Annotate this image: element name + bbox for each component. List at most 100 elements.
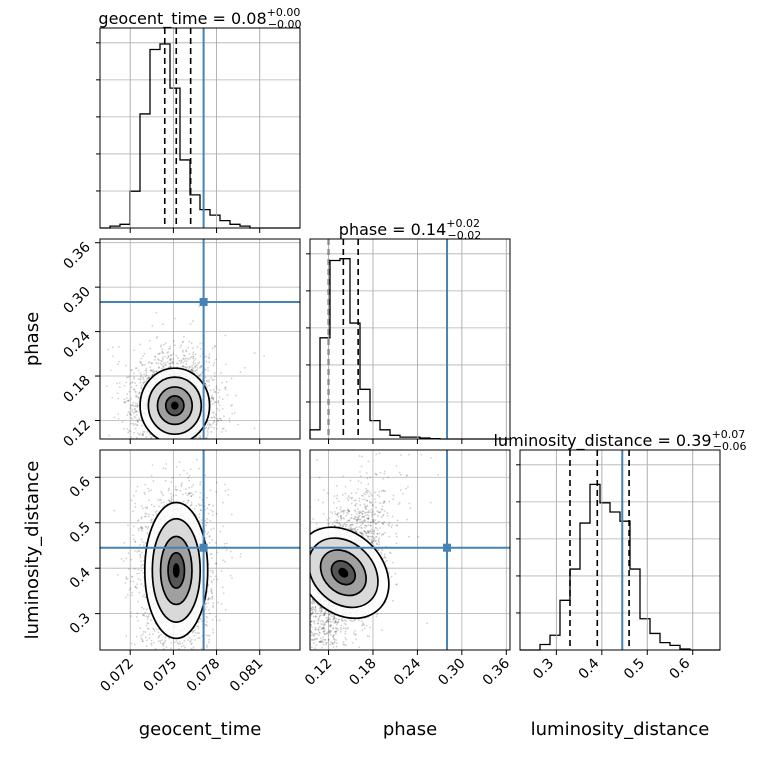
scatter-point: [104, 442, 106, 444]
scatter-point: [212, 398, 215, 401]
scatter-point: [140, 634, 142, 637]
scatter-point: [220, 419, 223, 422]
scatter-point: [171, 454, 173, 456]
contour-line: [147, 376, 203, 436]
scatter-point: [243, 366, 246, 369]
scatter-point: [182, 493, 184, 496]
diag-panel-phase: [306, 238, 511, 444]
scatter-point: [108, 434, 111, 437]
scatter-point: [165, 484, 167, 486]
scatter-point: [176, 678, 178, 680]
scatter-point: [200, 444, 202, 446]
scatter-point: [161, 351, 164, 354]
scatter-point: [171, 360, 174, 363]
scatter-point: [148, 361, 151, 363]
scatter-point: [182, 358, 185, 360]
scatter-point: [164, 636, 167, 639]
scatter-point: [187, 499, 190, 502]
scatter-point: [152, 514, 155, 516]
scatter-point: [162, 647, 165, 650]
scatter-point: [140, 384, 143, 387]
scatter-point: [168, 499, 171, 502]
scatter-point: [128, 390, 131, 393]
scatter-point: [167, 445, 169, 447]
scatter-point: [164, 364, 167, 367]
scatter-point: [147, 361, 150, 364]
scatter-point: [188, 656, 190, 658]
scatter-point: [212, 422, 215, 425]
scatter-point: [140, 530, 143, 532]
scatter-point: [192, 347, 194, 350]
scatter-point: [219, 417, 222, 420]
scatter-point: [122, 560, 125, 563]
scatter-point: [149, 366, 151, 369]
scatter-point: [158, 353, 161, 355]
scatter-point: [169, 365, 171, 368]
scatter-point: [180, 485, 183, 488]
scatter-point: [140, 637, 143, 640]
scatter-point: [155, 444, 157, 446]
scatter-point: [158, 635, 160, 638]
scatter-point: [185, 367, 188, 370]
scatter-point: [135, 436, 138, 439]
scatter-point: [208, 381, 210, 383]
scatter-point: [211, 347, 214, 350]
scatter-point: [225, 549, 228, 551]
scatter-point: [204, 602, 207, 605]
scatter-point: [184, 467, 186, 469]
scatter-point: [155, 370, 158, 373]
scatter-point: [205, 355, 208, 358]
scatter-point: [190, 457, 192, 459]
panel-frame: [519, 449, 721, 651]
scatter-point: [153, 372, 156, 375]
scatter-point: [147, 526, 150, 529]
scatter-point: [193, 654, 195, 656]
scatter-point: [131, 381, 133, 384]
scatter-point: [123, 385, 126, 387]
scatter-point: [139, 553, 142, 556]
scatter-point: [188, 448, 190, 450]
scatter-point: [144, 512, 147, 515]
scatter-point: [167, 455, 169, 457]
scatter-point: [190, 638, 193, 641]
scatter-point: [161, 356, 164, 359]
scatter-point: [205, 623, 208, 626]
scatter-point: [186, 675, 188, 677]
scatter-point: [151, 370, 154, 373]
scatter-point: [194, 447, 196, 449]
scatter-point: [140, 606, 143, 609]
scatter-point: [140, 538, 143, 541]
scatter-point: [135, 490, 137, 493]
scatter-point: [210, 396, 213, 399]
scatter-point: [176, 480, 178, 482]
scatter-point: [140, 525, 142, 528]
scatter-point: [224, 386, 227, 389]
scatter-point: [165, 646, 168, 649]
scatter-point: [159, 440, 161, 442]
scatter-point: [136, 661, 138, 663]
scatter-point: [239, 371, 242, 374]
scatter-point: [210, 509, 213, 512]
scatter-point: [210, 431, 213, 433]
scatter-point: [179, 473, 181, 476]
scatter-point: [188, 486, 190, 489]
scatter-point: [150, 436, 152, 439]
scatter-point: [163, 685, 165, 687]
scatter-point: [174, 443, 176, 445]
scatter-point: [185, 350, 188, 353]
scatter-point: [140, 386, 143, 389]
scatter-point: [154, 511, 157, 513]
scatter-point: [131, 410, 133, 413]
scatter-point: [212, 527, 215, 530]
scatter-point: [194, 369, 197, 372]
scatter-point: [199, 509, 202, 512]
scatter-point: [204, 603, 206, 606]
scatter-point: [139, 360, 142, 363]
scatter-point: [135, 616, 138, 618]
scatter-point: [169, 359, 172, 362]
scatter-point: [208, 379, 210, 382]
scatter-point: [162, 642, 165, 645]
scatter-point: [206, 620, 208, 623]
scatter-point: [221, 427, 224, 430]
scatter-point: [164, 361, 167, 364]
